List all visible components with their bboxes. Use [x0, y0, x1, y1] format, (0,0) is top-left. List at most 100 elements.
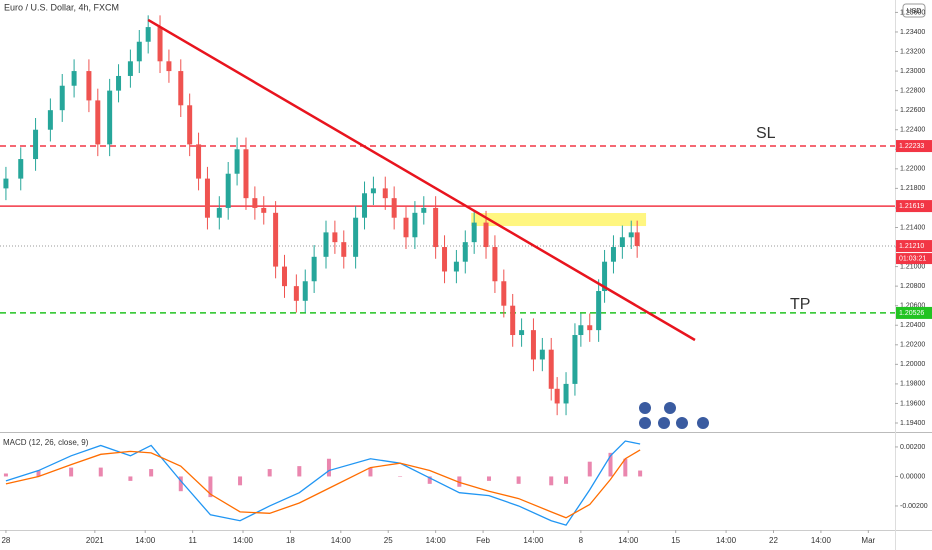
candle-body — [178, 71, 184, 106]
histogram-bar — [36, 470, 41, 477]
histogram-bar — [267, 469, 272, 477]
indicator-line — [5, 440, 641, 526]
histogram-bar — [457, 476, 462, 487]
x-tick-label: Mar — [861, 536, 875, 545]
y-tick-label: 1.20000 — [900, 361, 925, 368]
y-tick-label: 1.19400 — [900, 420, 925, 427]
zone — [471, 213, 647, 227]
candle-body — [501, 281, 507, 306]
candle-body — [166, 61, 172, 72]
candle-body — [33, 129, 39, 160]
candle-body — [282, 266, 288, 287]
candle-body — [95, 100, 101, 145]
candle-body — [252, 198, 258, 208]
histogram-bar — [208, 476, 213, 498]
y-tick-label: 1.22400 — [900, 127, 925, 134]
y-tick-label: 1.20600 — [900, 303, 925, 310]
candle-body — [341, 242, 347, 257]
event-icon[interactable] — [639, 402, 651, 414]
candle-body — [554, 388, 560, 404]
x-tick-label: 11 — [188, 536, 197, 545]
histogram-bar — [638, 470, 643, 477]
event-icon[interactable] — [658, 417, 670, 429]
candle-body — [204, 178, 210, 218]
x-tick-label: 2021 — [86, 536, 104, 545]
candle-body — [157, 27, 163, 62]
x-tick-label: 28 — [1, 536, 10, 545]
candle-body — [362, 193, 368, 218]
y-tick-label: 1.23600 — [900, 9, 925, 16]
candle-body — [634, 232, 640, 247]
histogram-bar — [549, 476, 554, 486]
y-tick-label: 1.23000 — [900, 68, 925, 75]
y-tick-label: 1.22800 — [900, 87, 925, 94]
y-tick-label: 0.00000 — [900, 473, 925, 480]
tp-label: TP — [790, 296, 810, 313]
event-icons — [639, 402, 709, 429]
level-badge — [896, 306, 932, 319]
x-tick-label: 22 — [769, 536, 778, 545]
candle-body — [462, 242, 468, 262]
y-tick-label: 1.23400 — [900, 29, 925, 36]
candle-body — [302, 281, 308, 301]
histogram-bar — [623, 458, 628, 477]
indicator-title: MACD (12, 26, close, 9) — [3, 438, 89, 447]
level-label: 1.21210 — [899, 243, 924, 250]
candle-body — [453, 261, 459, 272]
candle-body — [127, 61, 133, 76]
histogram-bar — [427, 476, 432, 484]
x-tick-label: 14:00 — [523, 536, 544, 545]
candle-body — [483, 222, 489, 248]
candle-body — [59, 85, 65, 111]
y-tick-label: 1.20800 — [900, 283, 925, 290]
y-tick-label: 1.22600 — [900, 107, 925, 114]
candle-body — [196, 144, 202, 179]
level-label: 1.20526 — [899, 310, 924, 317]
candle-body — [563, 383, 569, 404]
candle-body — [243, 149, 249, 199]
y-tick-label: -0.00200 — [900, 503, 928, 510]
candle-body — [18, 159, 24, 179]
level-label: 1.21619 — [899, 203, 924, 210]
candle-body — [442, 247, 448, 272]
candle-body — [492, 247, 498, 282]
currency-badge[interactable] — [902, 3, 926, 18]
histogram-bar — [69, 467, 74, 477]
candle-body — [412, 212, 418, 238]
x-tick-label: 14:00 — [716, 536, 737, 545]
y-tick-label: 1.20400 — [900, 322, 925, 329]
candle-body — [578, 325, 584, 336]
histogram-bar — [297, 466, 302, 477]
event-icon[interactable] — [639, 417, 651, 429]
candle-body — [391, 198, 397, 218]
histogram-bar — [564, 476, 569, 484]
event-icon[interactable] — [697, 417, 709, 429]
histogram-bar — [368, 467, 373, 477]
candle-body — [370, 188, 376, 194]
candle-body — [510, 305, 516, 336]
histogram-bar — [178, 476, 183, 492]
candle-body — [572, 335, 578, 384]
histogram-bar — [587, 461, 592, 477]
event-icon[interactable] — [676, 417, 688, 429]
histogram-bar — [3, 473, 8, 477]
currency: USD — [907, 8, 922, 15]
y-tick-label: 1.21400 — [900, 224, 925, 231]
candle-body — [403, 217, 409, 238]
level-badge — [896, 200, 932, 213]
candle-body — [187, 105, 193, 145]
candle-body — [323, 232, 329, 257]
candle-body — [107, 90, 113, 145]
event-icon[interactable] — [664, 402, 676, 414]
x-tick-label: 15 — [671, 536, 680, 545]
candle-body — [539, 349, 545, 360]
x-tick-label: 14:00 — [811, 536, 832, 545]
x-tick-label: 18 — [286, 536, 295, 545]
countdown: 01:03:21 — [899, 255, 926, 262]
candle-body — [519, 330, 525, 336]
candle-body — [273, 212, 279, 267]
x-tick-label: 14:00 — [233, 536, 254, 545]
